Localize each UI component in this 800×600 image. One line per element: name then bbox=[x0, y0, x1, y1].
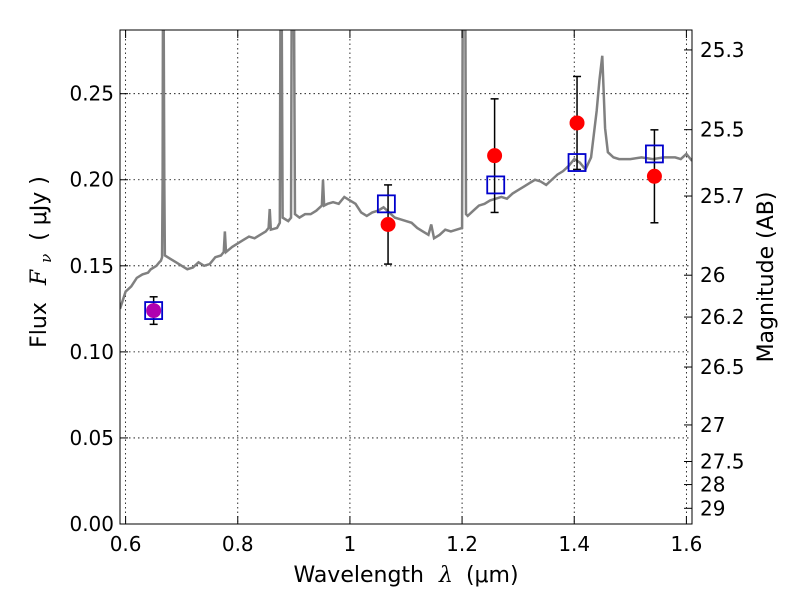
magnitude-tick-label: 27.5 bbox=[700, 450, 745, 474]
x-axis-label-symbol: λ bbox=[438, 563, 453, 588]
y-axis-label-subscript: ν bbox=[37, 254, 55, 263]
y-tick-label: 0.20 bbox=[69, 168, 114, 192]
markers bbox=[144, 75, 664, 326]
magnitude-tick-label: 27 bbox=[700, 413, 725, 437]
magnitude-tick-label: 25.7 bbox=[700, 184, 745, 208]
model-photometry-point bbox=[645, 144, 664, 164]
magnitude-tick-label: 26.5 bbox=[700, 355, 745, 379]
magnitude-tick-label: 28 bbox=[700, 473, 725, 497]
magnitude-tick-label: 29 bbox=[700, 496, 725, 520]
observed-point bbox=[146, 303, 162, 319]
magnitude-tick-label: 25.3 bbox=[700, 38, 745, 62]
y-tick-label: 0.00 bbox=[69, 512, 114, 536]
axis-ticks: 0.6 0.8 1 1.2 1.4 1.6 0.00 0.05 0.10 0.15 0.20 0.25… bbox=[69, 30, 745, 556]
x-tick-label: 1.4 bbox=[558, 532, 590, 556]
y-tick-label: 0.25 bbox=[69, 82, 114, 106]
y-tick-label: 0.05 bbox=[69, 426, 114, 450]
y-axis-label-text: Flux bbox=[27, 302, 52, 348]
model-spectrum-line bbox=[120, 30, 692, 310]
magnitude-tick-label: 25.5 bbox=[700, 118, 745, 142]
y-axis-label-unit: ( μJy ) bbox=[27, 176, 52, 241]
observed-point bbox=[646, 168, 662, 184]
x-tick-label: 1 bbox=[344, 532, 357, 556]
observed-point bbox=[487, 148, 503, 164]
x-tick-label: 1.6 bbox=[670, 532, 702, 556]
y-tick-label: 0.10 bbox=[69, 340, 114, 364]
observed-point bbox=[569, 115, 585, 131]
x-tick-label: 0.8 bbox=[222, 532, 254, 556]
magnitude-tick-label: 26.2 bbox=[700, 305, 745, 329]
model-photometry-point bbox=[376, 194, 396, 214]
y-axis-label-symbol: F bbox=[27, 269, 52, 286]
model-photometry-point bbox=[567, 153, 587, 172]
right-axis-label: Magnitude (AB) bbox=[754, 192, 779, 363]
observed-point bbox=[380, 217, 396, 233]
grid-lines bbox=[120, 30, 692, 524]
x-axis-label: Wavelength λ (μm) bbox=[293, 563, 518, 588]
x-axis-label-text: Wavelength bbox=[293, 563, 424, 588]
model-photometry-point bbox=[486, 175, 506, 195]
plot-area bbox=[120, 30, 692, 326]
y-axis-label: Flux F ν ( μJy ) bbox=[27, 176, 57, 348]
plot-frame bbox=[119, 29, 693, 525]
x-tick-label: 1.2 bbox=[446, 532, 478, 556]
y-tick-label: 0.15 bbox=[69, 254, 114, 278]
magnitude-tick-label: 26 bbox=[700, 263, 725, 287]
model-photometry-point bbox=[144, 301, 164, 320]
x-axis-label-unit: (μm) bbox=[466, 563, 519, 588]
x-tick-label: 0.6 bbox=[110, 532, 142, 556]
